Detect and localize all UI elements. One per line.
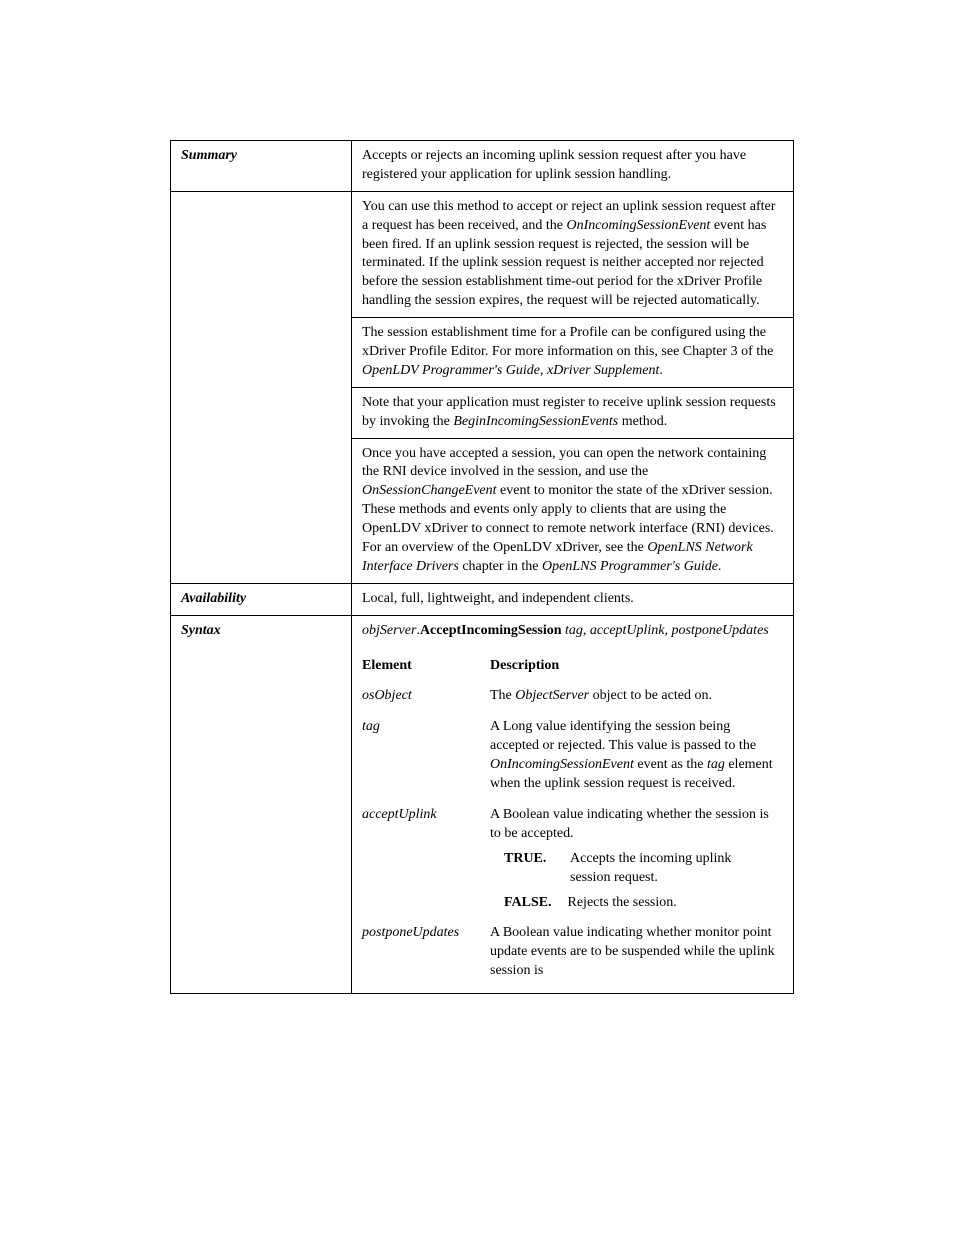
syntax-signature: objServer.AcceptIncomingSession tag, acc…: [362, 622, 783, 641]
row-summary: Summary Accepts or rejects an incoming u…: [171, 141, 794, 192]
term-openlns-guide: OpenLNS Programmer's Guide: [542, 559, 718, 574]
hdr-element: Element: [362, 651, 490, 682]
hdr-description: Description: [490, 651, 783, 682]
summary-p3: The session establishment time for a Pro…: [362, 324, 783, 381]
row-summary-p2: You can use this method to accept or rej…: [171, 191, 794, 317]
param-postponeupdates-desc: A Boolean value indicating whether monit…: [490, 918, 783, 987]
sig-obj: objServer: [362, 623, 416, 638]
param-tag-desc: A Long value identifying the session bei…: [490, 712, 783, 800]
summary-p2: You can use this method to accept or rej…: [362, 198, 783, 311]
param-postponeupdates-name: postponeUpdates: [362, 918, 490, 987]
term-openldv-guide: OpenLDV Programmer's Guide, xDriver Supp…: [362, 363, 659, 378]
term-onincoming: OnIncomingSessionEvent: [566, 218, 710, 233]
acceptuplink-false: FALSE. Rejects the session.: [504, 894, 775, 913]
param-acceptuplink-desc: A Boolean value indicating whether the s…: [490, 800, 783, 918]
summary-p1: Accepts or rejects an incoming uplink se…: [362, 147, 783, 185]
term-onsessionchange: OnSessionChangeEvent: [362, 483, 497, 498]
summary-p5: Once you have accepted a session, you ca…: [362, 445, 783, 577]
params-table: Element Description osObject The ObjectS…: [362, 651, 783, 987]
row-availability: Availability Local, full, lightweight, a…: [171, 583, 794, 615]
param-tag-name: tag: [362, 712, 490, 800]
params-header: Element Description: [362, 651, 783, 682]
syntax-content: objServer.AcceptIncomingSession tag, acc…: [352, 615, 794, 993]
param-acceptuplink: acceptUplink A Boolean value indicating …: [362, 800, 783, 918]
param-osobject-desc: The ObjectServer object to be acted on.: [490, 681, 783, 712]
row-summary-p3: The session establishment time for a Pro…: [171, 318, 794, 388]
row-syntax: Syntax objServer.AcceptIncomingSession t…: [171, 615, 794, 993]
summary-p4: Note that your application must register…: [362, 394, 783, 432]
availability-text: Local, full, lightweight, and independen…: [352, 583, 794, 615]
summary-label: Summary: [171, 141, 352, 192]
sig-args: tag, acceptUplink, postponeUpdates: [562, 623, 769, 638]
param-acceptuplink-name: acceptUplink: [362, 800, 490, 918]
doc-table: Summary Accepts or rejects an incoming u…: [170, 140, 794, 994]
sig-method: AcceptIncomingSession: [420, 623, 562, 638]
param-postponeupdates: postponeUpdates A Boolean value indicati…: [362, 918, 783, 987]
row-summary-p5: Once you have accepted a session, you ca…: [171, 438, 794, 583]
term-beginincoming: BeginIncomingSessionEvents: [453, 414, 618, 429]
param-osobject: osObject The ObjectServer object to be a…: [362, 681, 783, 712]
acceptuplink-true: TRUE. Accepts the incoming uplink sessio…: [504, 850, 775, 888]
param-tag: tag A Long value identifying the session…: [362, 712, 783, 800]
param-osobject-name: osObject: [362, 681, 490, 712]
summary-content: Accepts or rejects an incoming uplink se…: [352, 141, 794, 192]
syntax-label: Syntax: [171, 615, 352, 993]
availability-label: Availability: [171, 583, 352, 615]
row-summary-p4: Note that your application must register…: [171, 387, 794, 438]
